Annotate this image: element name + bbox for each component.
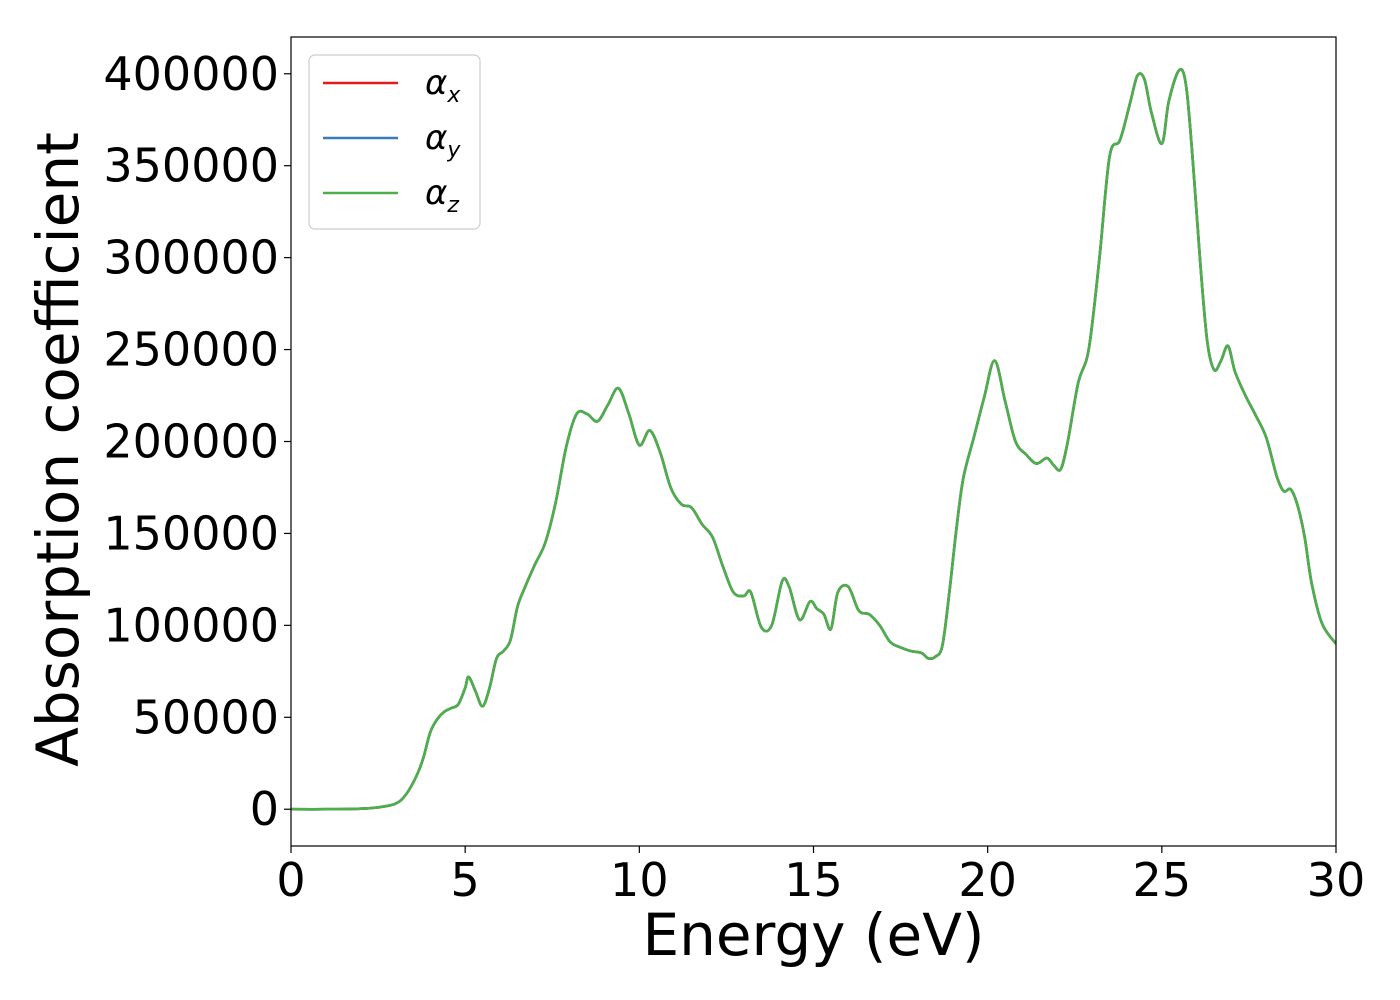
y-tick-label: 300000: [103, 231, 279, 285]
legend: αx αy αz: [308, 54, 481, 230]
x-tick-label: 15: [784, 853, 843, 907]
y-tick-label: 250000: [103, 323, 279, 377]
legend-label-x: αx: [425, 63, 461, 108]
y-tick-label: 350000: [103, 139, 279, 193]
legend-box: [308, 54, 481, 230]
y-axis: 0 50000 100000 150000 200000 250000 300000 3500…: [103, 47, 291, 836]
y-tick-label: 0: [250, 782, 279, 836]
y-tick-label: 100000: [103, 598, 279, 652]
y-tick-label: 150000: [103, 506, 279, 560]
x-tick-label: 5: [451, 853, 480, 907]
y-tick-label: 400000: [103, 47, 279, 101]
legend-label-z: αz: [425, 173, 459, 218]
x-tick-label: 10: [610, 853, 669, 907]
series-layer: [291, 68, 1336, 811]
legend-label-y: αy: [425, 118, 461, 163]
y-tick-label: 200000: [103, 415, 279, 469]
x-tick-label: 25: [1133, 853, 1192, 907]
x-tick-label: 20: [958, 853, 1017, 907]
x-tick-label: 0: [276, 853, 305, 907]
x-tick-label: 30: [1307, 853, 1366, 907]
series-line-z: [291, 68, 1336, 811]
x-axis-title: Energy (eV): [642, 901, 984, 969]
y-tick-label: 50000: [133, 690, 279, 744]
x-axis: 0 5 10 15 20 25 30: [276, 846, 1365, 907]
y-axis-title: Absorption coefficient: [24, 132, 92, 767]
